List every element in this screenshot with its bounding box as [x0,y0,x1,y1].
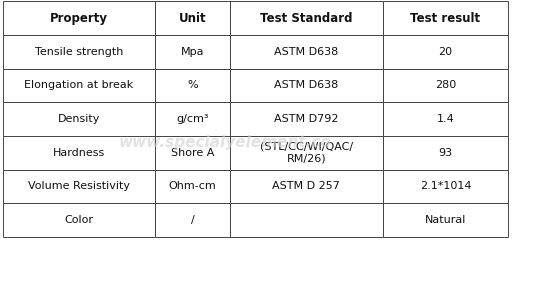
Text: Ohm-cm: Ohm-cm [169,181,217,192]
Bar [3,170,155,203]
Text: ASTM D638: ASTM D638 [274,47,339,57]
Text: %: % [187,80,198,91]
Bar [3,136,155,170]
Text: 1.4: 1.4 [437,114,454,124]
Bar [383,1,508,35]
Text: ASTM D 257: ASTM D 257 [272,181,340,192]
Text: Unit: Unit [179,12,207,25]
Text: Volume Resistivity: Volume Resistivity [28,181,130,192]
Bar [230,102,383,136]
Text: Test result: Test result [410,12,480,25]
Text: Mpa: Mpa [181,47,204,57]
Bar [3,203,155,237]
Text: ASTM D792: ASTM D792 [274,114,339,124]
Bar [383,35,508,69]
Bar [155,102,230,136]
Bar [155,203,230,237]
Text: www.specialyelement.co: www.specialyelement.co [118,135,331,150]
Bar [3,1,155,35]
Bar [230,136,383,170]
Bar [230,35,383,69]
Text: Tensile strength: Tensile strength [35,47,123,57]
Bar [230,69,383,102]
Text: 280: 280 [435,80,456,91]
Bar [155,69,230,102]
Bar [155,136,230,170]
Text: Property: Property [50,12,108,25]
Bar [155,35,230,69]
Bar [230,170,383,203]
Bar [383,102,508,136]
Bar [3,69,155,102]
Text: /: / [190,215,195,225]
Bar [383,69,508,102]
Text: Color: Color [64,215,94,225]
Text: Elongation at break: Elongation at break [24,80,134,91]
Bar [3,35,155,69]
Text: Density: Density [58,114,100,124]
Text: g/cm³: g/cm³ [177,114,209,124]
Bar [155,1,230,35]
Bar [230,203,383,237]
Bar [383,203,508,237]
Text: ASTM D638: ASTM D638 [274,80,339,91]
Bar [383,170,508,203]
Text: 93: 93 [438,148,453,158]
Text: 2.1*1014: 2.1*1014 [419,181,471,192]
Text: Shore A: Shore A [171,148,215,158]
Bar [230,1,383,35]
Bar [155,170,230,203]
Bar [3,102,155,136]
Text: Test Standard: Test Standard [260,12,353,25]
Text: (STL/CC/WI/QAC/
RM/26): (STL/CC/WI/QAC/ RM/26) [259,142,353,164]
Text: 20: 20 [438,47,453,57]
Text: Natural: Natural [425,215,466,225]
Bar [383,136,508,170]
Text: Hardness: Hardness [53,148,105,158]
